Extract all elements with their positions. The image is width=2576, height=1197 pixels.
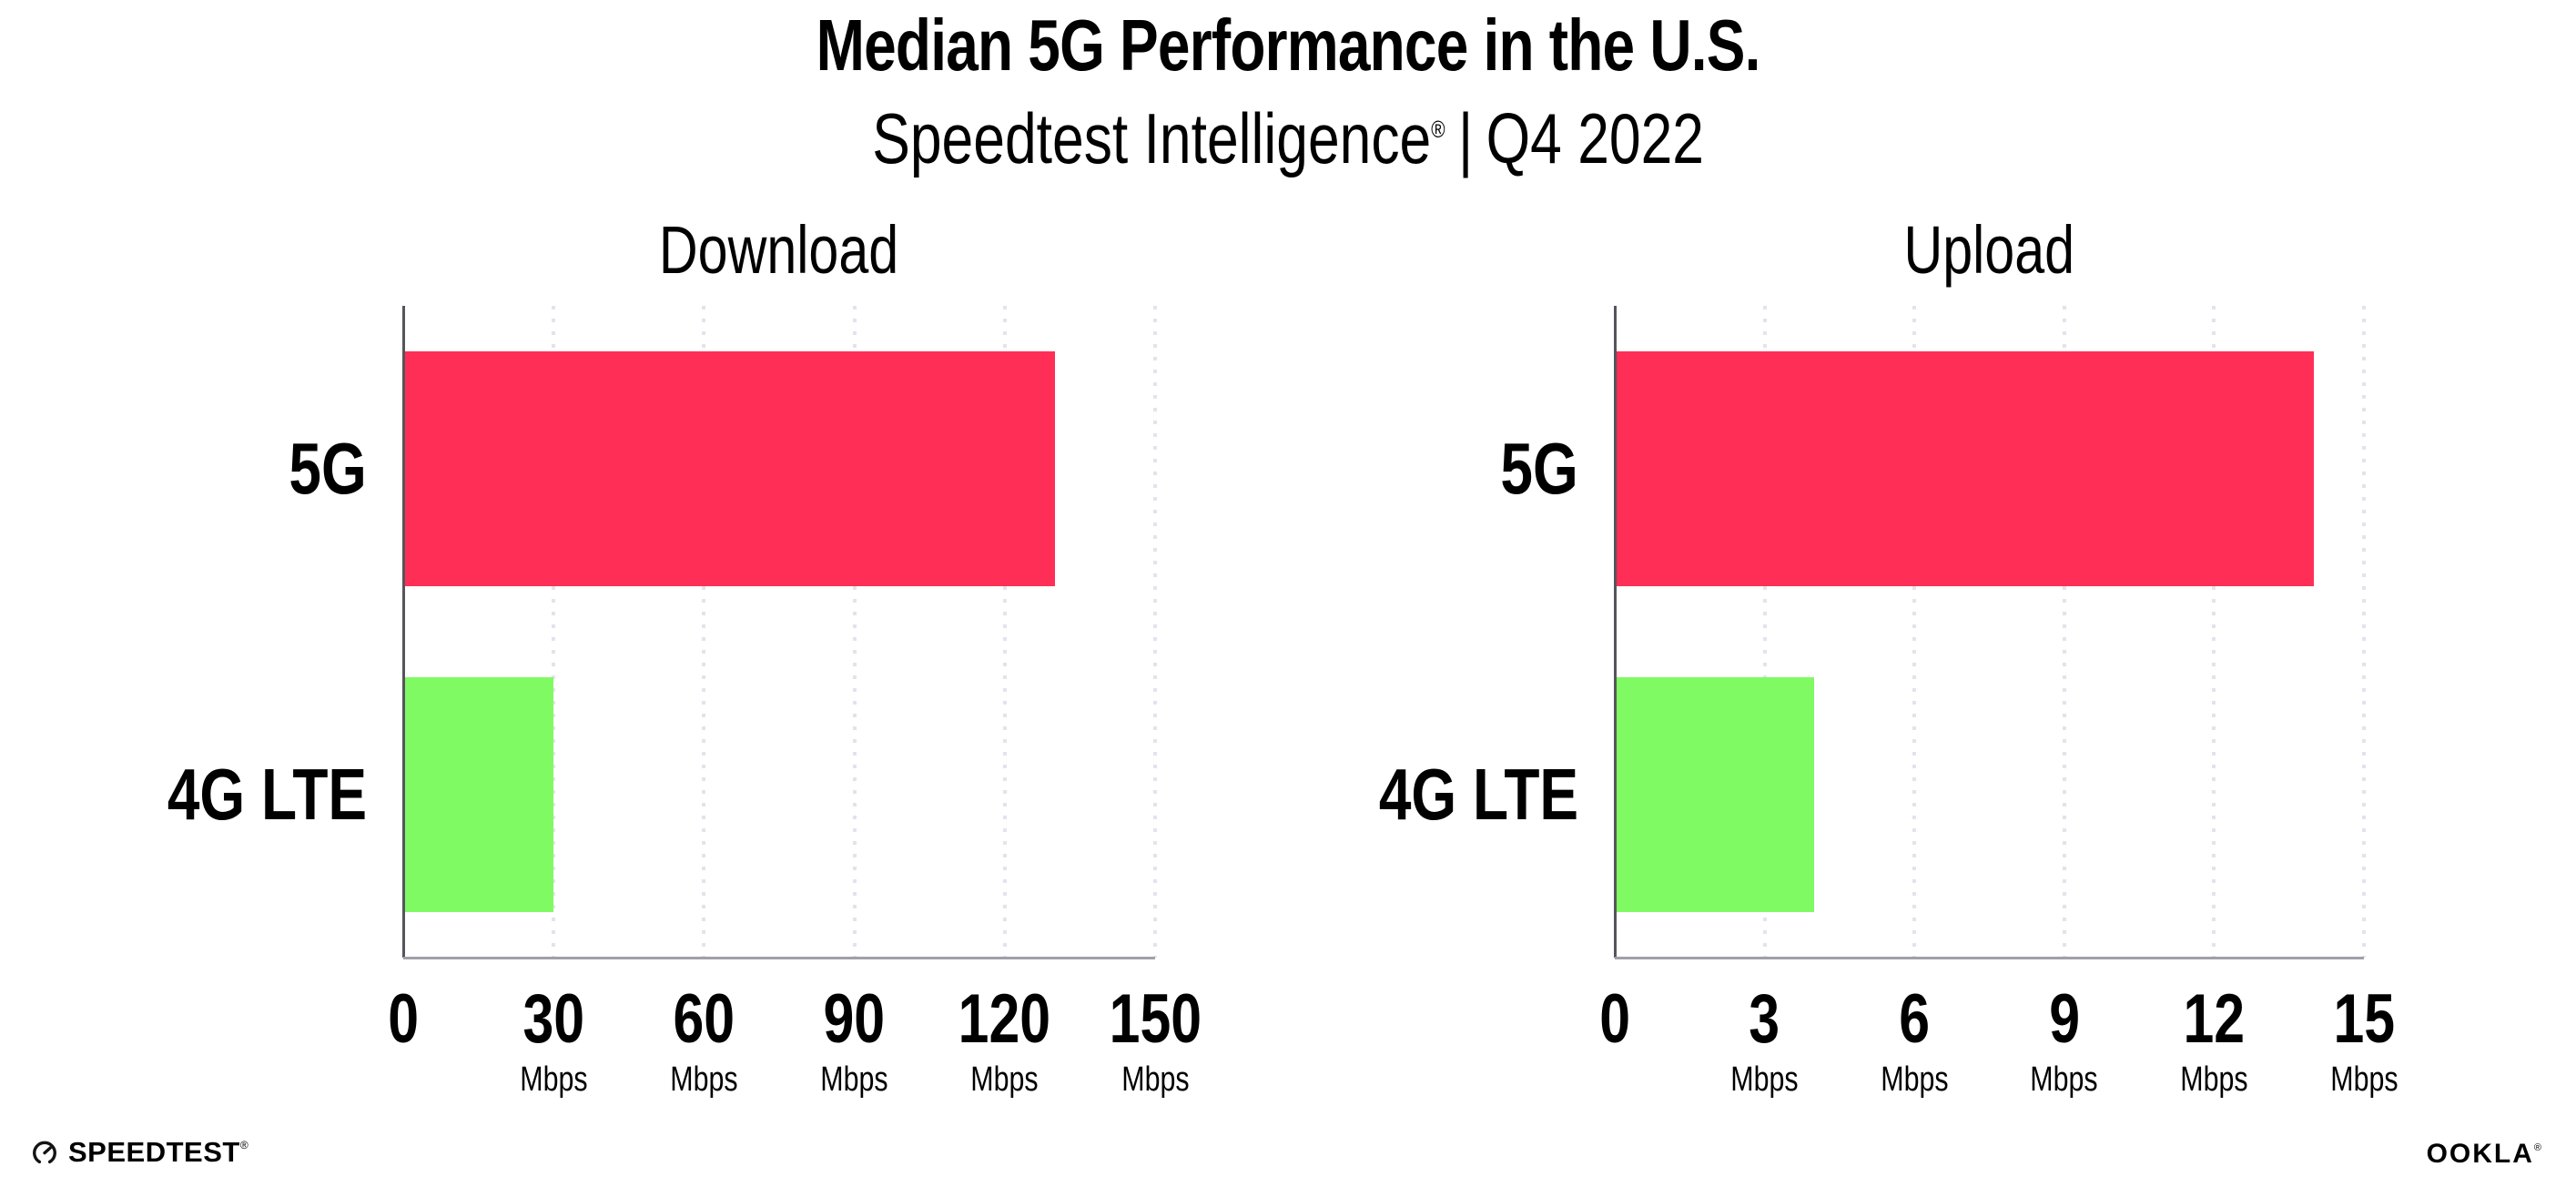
x-tick-unit: Mbps xyxy=(520,1060,588,1099)
x-tick-value: 3 xyxy=(1749,980,1780,1058)
gridline xyxy=(1002,306,1007,958)
x-tick-unit: Mbps xyxy=(2329,1060,2399,1099)
gridline xyxy=(1153,306,1157,958)
speedtest-wordmark: SPEEDTEST® xyxy=(68,1136,249,1168)
speedtest-gauge-icon xyxy=(33,1141,56,1163)
subtitle-period: Q4 2022 xyxy=(1486,98,1704,178)
x-tick-label: 3 Mbps xyxy=(1665,980,1865,1099)
plot-area: 0 3 Mbps 6 Mbps 9 Mbps 12 Mbps 15 Mbps 5G 4G LTE xyxy=(1379,306,2398,1097)
x-tick-unit: Mbps xyxy=(1121,1060,1190,1099)
gridline xyxy=(1762,306,1767,958)
gridline xyxy=(2362,306,2366,958)
x-tick-label: 90 Mbps xyxy=(755,980,955,1099)
x-tick-label: 12 Mbps xyxy=(2114,980,2314,1099)
x-tick-label: 150 Mbps xyxy=(1055,980,1255,1099)
ookla-trademark: ® xyxy=(2533,1142,2543,1153)
subtitle-separator: | xyxy=(1457,98,1474,178)
gridline xyxy=(552,306,556,958)
x-tick-label: 30 Mbps xyxy=(453,980,654,1099)
category-label-5g: 5G xyxy=(289,428,367,509)
x-tick-unit: Mbps xyxy=(2030,1060,2098,1099)
gridline xyxy=(852,306,857,958)
x-tick-value: 60 xyxy=(673,980,735,1058)
x-tick-unit: Mbps xyxy=(670,1060,738,1099)
chart-title: Download xyxy=(403,217,1155,284)
x-tick-label: 0 xyxy=(1515,985,1715,1054)
gridline xyxy=(1912,306,1917,958)
x-tick-unit: Mbps xyxy=(970,1060,1039,1099)
x-tick-value: 90 xyxy=(823,980,886,1058)
x-tick-value: 9 xyxy=(2048,980,2080,1058)
y-axis-line xyxy=(402,306,405,958)
registered-mark: ® xyxy=(1431,116,1445,143)
bar-4g-lte xyxy=(403,677,554,912)
x-tick-label: 120 Mbps xyxy=(905,980,1105,1099)
page-subtitle: Speedtest Intelligence® | Q4 2022 xyxy=(0,93,2576,185)
x-tick-label: 9 Mbps xyxy=(1964,980,2165,1099)
chart-title-text: Upload xyxy=(1903,212,2075,288)
page-subtitle-text: Speedtest Intelligence® | Q4 2022 xyxy=(872,93,1704,185)
chart-title-text: Download xyxy=(659,212,899,288)
plot-area: 0 30 Mbps 60 Mbps 90 Mbps 120 Mbps 150 Mbps 5G 4G LT… xyxy=(167,306,1202,1097)
y-axis-line xyxy=(1614,306,1617,958)
upload-chart: Upload 0 3 Mbps 6 Mbps 9 Mbps 12 Mbps 15 Mbps 5G 4G … xyxy=(1379,217,2398,1098)
ookla-wordmark: OOKLA xyxy=(2426,1139,2534,1169)
x-tick-value: 15 xyxy=(2333,980,2395,1058)
x-axis-line xyxy=(1615,957,2364,959)
speedtest-logo: SPEEDTEST® xyxy=(31,1138,248,1166)
category-label-4g-lte: 4G LTE xyxy=(167,754,367,835)
bar-5g xyxy=(1615,351,2315,586)
x-tick-label: 60 Mbps xyxy=(603,980,804,1099)
x-tick-value: 150 xyxy=(1109,980,1202,1058)
gridline xyxy=(2212,306,2216,958)
x-tick-unit: Mbps xyxy=(820,1060,888,1099)
page-title: Median 5G Performance in the U.S. xyxy=(0,7,2576,84)
x-tick-unit: Mbps xyxy=(1881,1060,1949,1099)
x-tick-value: 6 xyxy=(1899,980,1931,1058)
bar-5g xyxy=(403,351,1055,586)
page-title-text: Median 5G Performance in the U.S. xyxy=(816,5,1761,86)
bar-4g-lte xyxy=(1615,677,1815,912)
ookla-logo: OOKLA® xyxy=(2427,1141,2543,1168)
x-tick-value: 30 xyxy=(522,980,584,1058)
x-axis-line xyxy=(403,957,1155,959)
x-tick-label: 15 Mbps xyxy=(2264,980,2464,1099)
chart-title: Upload xyxy=(1615,217,2364,284)
x-tick-unit: Mbps xyxy=(2180,1060,2248,1099)
subtitle-brand: Speedtest Intelligence xyxy=(872,98,1432,178)
x-tick-value: 0 xyxy=(388,980,419,1058)
x-tick-value: 0 xyxy=(1599,980,1630,1058)
x-tick-label: 6 Mbps xyxy=(1814,980,2014,1099)
x-tick-value: 12 xyxy=(2183,980,2246,1058)
download-chart: Download 0 30 Mbps 60 Mbps 90 Mbps 120 Mbps 150 Mb… xyxy=(167,217,1202,1098)
speedtest-trademark: ® xyxy=(239,1139,249,1151)
category-label-4g-lte: 4G LTE xyxy=(1378,754,1578,835)
category-label-5g: 5G xyxy=(1500,428,1578,509)
gridline xyxy=(702,306,706,958)
x-tick-unit: Mbps xyxy=(1730,1060,1799,1099)
gridline xyxy=(2062,306,2066,958)
x-tick-label: 0 xyxy=(303,985,503,1054)
x-tick-value: 120 xyxy=(958,980,1051,1058)
